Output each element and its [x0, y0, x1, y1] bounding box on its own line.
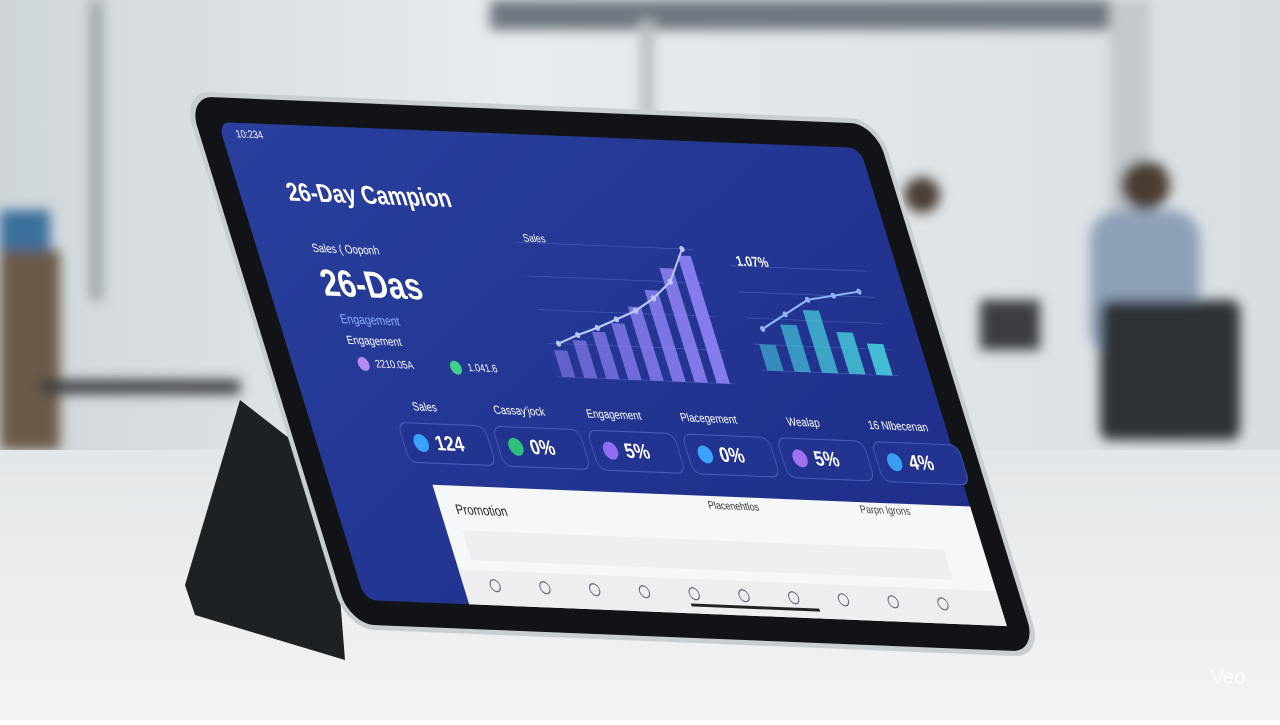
metric-label: Sales: [411, 401, 439, 415]
bar: [802, 309, 839, 374]
nav-icon: [738, 589, 750, 603]
point: [830, 292, 836, 299]
summary-value: 26-Das: [315, 262, 428, 308]
bar: [677, 255, 730, 384]
nav-bar: [458, 569, 1007, 627]
nav-icon: [788, 591, 800, 605]
bar: [627, 306, 664, 382]
metric-icon: [792, 449, 808, 468]
summary-stat: 2210.05A: [374, 359, 416, 372]
nav-icon: [887, 595, 899, 609]
nav-icon: [539, 581, 551, 595]
bar: [553, 350, 576, 378]
point: [679, 245, 685, 252]
nav-icon: [589, 583, 601, 597]
point: [555, 340, 562, 347]
grid-line: [729, 265, 867, 272]
dot: [449, 360, 462, 375]
metric-icon: [697, 445, 714, 464]
metric-card: [494, 426, 590, 470]
point: [650, 295, 657, 302]
point: [856, 288, 862, 295]
point: [667, 278, 673, 285]
watermark: Veo: [1211, 666, 1245, 688]
nav-icon: [638, 585, 651, 599]
metric-icon: [413, 434, 429, 452]
metric-card: [588, 429, 684, 474]
panel-row: [462, 530, 953, 580]
point: [633, 307, 639, 314]
chart-label: Sales: [522, 233, 548, 246]
bar: [780, 324, 811, 373]
summary-sub: Engagement: [345, 334, 404, 349]
metric-icon: [602, 441, 619, 460]
grid-line: [737, 291, 875, 298]
metric-label: 16 Nlbecenan: [866, 419, 929, 434]
nav-icon: [489, 579, 501, 593]
metric-card: [873, 441, 968, 486]
title: 26-Day Campion: [283, 178, 455, 214]
metric-card: [399, 422, 495, 466]
point: [594, 324, 600, 331]
bar: [572, 340, 598, 379]
bar: [644, 289, 686, 382]
metric-label: Wealap: [785, 416, 821, 430]
nav-indicator: [690, 603, 821, 612]
office-blur: [0, 0, 1240, 450]
bar: [866, 343, 893, 376]
metric-card: [778, 437, 874, 482]
dot: [357, 356, 370, 371]
summary-label: Sales ( Ooponh: [310, 242, 381, 258]
metric-label: Placegement: [679, 412, 740, 427]
bar: [759, 344, 784, 372]
point: [613, 316, 620, 323]
bar: [836, 331, 866, 375]
point: [575, 332, 581, 339]
panel-title: Promotion: [453, 501, 509, 519]
nav-icon: [837, 593, 850, 607]
metric-label: Engagement: [585, 408, 644, 423]
nav-icon: [688, 587, 700, 601]
metric-icon: [886, 453, 903, 472]
bar: [611, 323, 642, 381]
summary-sub: Engagement: [338, 311, 402, 328]
chart-label: 1.07%: [734, 253, 771, 270]
grid-line: [516, 241, 694, 250]
summary-stat: 1.041.6: [466, 363, 499, 376]
tablet: 10:234 26-Day Campion Sales ( Ooponh 26-…: [190, 92, 1035, 656]
metric-label: Cassay'jock: [492, 404, 547, 419]
point: [782, 311, 788, 318]
bar: [659, 267, 708, 383]
metric-icon: [508, 437, 524, 456]
metric-card: [683, 433, 779, 478]
status-time: 10:234: [234, 129, 265, 142]
panel-column: Placenehtlos: [707, 500, 761, 514]
point: [804, 296, 811, 303]
nav-icon: [937, 597, 949, 611]
panel-column: Parpn lgrons: [859, 504, 913, 518]
point: [760, 325, 766, 332]
line: [557, 248, 683, 345]
bar: [591, 331, 620, 380]
